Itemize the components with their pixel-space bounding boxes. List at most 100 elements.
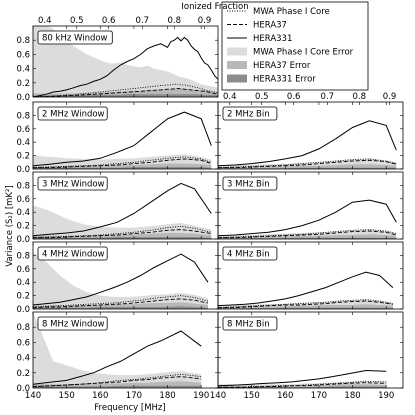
mwa-line bbox=[33, 156, 212, 169]
legend-label: HERA37 Error bbox=[253, 61, 311, 71]
top-tick-label: 0.4 bbox=[223, 92, 237, 102]
top-axis: 0.4 0.5 0.6 0.7 0.8 0.9 0.4 0.5 0.6 0.7 0.8 0.9 bbox=[38, 16, 396, 105]
y-tick-label: 0.8 bbox=[16, 111, 30, 121]
legend-label: MWA Phase I Core bbox=[253, 7, 330, 17]
panel-label-box bbox=[37, 106, 108, 121]
panel-label-box bbox=[37, 246, 108, 261]
x-tick-label: 160 bbox=[92, 391, 108, 401]
y-tick-label: 0.2 bbox=[16, 369, 30, 379]
panel-label-box bbox=[37, 176, 108, 191]
mwa-err-band bbox=[33, 26, 218, 97]
top-tick-label: 0.9 bbox=[198, 16, 212, 26]
y-tick-label: 0.4 bbox=[16, 208, 30, 218]
y-tick-label: 0.8 bbox=[16, 251, 30, 261]
h331-line bbox=[218, 199, 397, 237]
y-tick-label: 0.2 bbox=[16, 79, 30, 89]
mwa-line bbox=[33, 295, 209, 308]
h37-line bbox=[33, 88, 218, 97]
h331-line bbox=[33, 253, 209, 306]
panel-frame bbox=[217, 241, 404, 310]
x-tick-label: 150 bbox=[244, 391, 260, 401]
plot-area bbox=[218, 199, 397, 239]
top-axis-label: Ionized Fraction bbox=[181, 2, 248, 12]
x-tick-label: 190 bbox=[193, 391, 209, 401]
y-tick-label: 0.0 bbox=[16, 93, 30, 103]
panel-label: 2 MHz Bin bbox=[227, 110, 270, 120]
panel-label: 3 MHz Bin bbox=[227, 180, 270, 190]
x-tick-label: 180 bbox=[344, 391, 360, 401]
plot-area bbox=[218, 271, 394, 309]
mwa-line bbox=[33, 225, 212, 239]
mwa-line bbox=[218, 229, 397, 239]
top-tick-label: 0.8 bbox=[353, 92, 367, 102]
plot-area bbox=[33, 182, 212, 239]
panel-3-mhz-bin: 3 MHz Bin bbox=[217, 171, 404, 240]
panel-label-box bbox=[37, 316, 108, 331]
panel-label: 2 MHz Window bbox=[42, 110, 105, 120]
h37-line bbox=[218, 300, 393, 309]
panel-label: 4 MHz Window bbox=[42, 250, 105, 260]
x-tick-label: 190 bbox=[378, 391, 394, 401]
y-tick-label: 0.6 bbox=[16, 195, 30, 205]
h331-line bbox=[218, 369, 387, 387]
h331-line bbox=[33, 111, 212, 167]
mwa-line bbox=[218, 158, 397, 169]
top-tick-label: 0.7 bbox=[136, 16, 150, 26]
x-axis-label: Frequency [MHz] bbox=[94, 403, 165, 413]
x-tick-label: 170 bbox=[126, 391, 142, 401]
h37-line bbox=[33, 376, 202, 387]
panel-80-khz-window: 0.0 0.2 0.4 0.6 0.8 80 kHz Window bbox=[16, 25, 219, 103]
panel-4-mhz-window: 0.0 0.2 0.4 0.6 0.8 4 MHz Window bbox=[16, 241, 219, 315]
legend-label: MWA Phase I Core Error bbox=[253, 48, 354, 58]
y-tick-label: 0.0 bbox=[16, 305, 30, 315]
plot-area bbox=[218, 120, 397, 169]
top-tick-label: 0.4 bbox=[38, 16, 52, 26]
y-tick-label: 0.2 bbox=[16, 222, 30, 232]
legend: MWA Phase I Core HERA37 HERA331 MWA Phase I… bbox=[221, 1, 369, 91]
panel-2-mhz-window: 0.0 0.2 0.4 0.6 0.8 2 MHz Window bbox=[16, 101, 219, 175]
y-tick-label: 0.2 bbox=[16, 152, 30, 162]
h331-err-band bbox=[33, 306, 208, 309]
plot-area bbox=[33, 252, 209, 309]
h37-line bbox=[33, 229, 212, 239]
h331-err-band bbox=[33, 237, 212, 239]
mwa-err-swatch bbox=[227, 47, 247, 56]
y-tick-label: 0.8 bbox=[16, 36, 30, 46]
h37-err-swatch bbox=[227, 61, 247, 69]
y-tick-label: 0.6 bbox=[16, 338, 30, 348]
y-tick-label: 0.6 bbox=[16, 50, 30, 60]
panel-label-box bbox=[222, 316, 278, 331]
y-tick-label: 0.6 bbox=[16, 265, 30, 275]
panel-label-box bbox=[222, 176, 278, 191]
top-tick-label: 0.6 bbox=[102, 16, 116, 26]
panel-8-mhz-window: 140 150 160 170 180 190 0.0 0.2 0.4 0.6 0.8 8 MHz W… bbox=[16, 311, 219, 401]
x-tick-label: 150 bbox=[59, 391, 75, 401]
x-tick-label: 180 bbox=[159, 391, 175, 401]
panel-label: 8 MHz Window bbox=[42, 320, 105, 330]
y-tick-label: 0.0 bbox=[16, 235, 30, 245]
panel-frame bbox=[217, 171, 404, 240]
h331-err-swatch bbox=[227, 74, 247, 83]
y-tick-label: 0.4 bbox=[16, 138, 30, 148]
y-tick-label: 0.4 bbox=[16, 278, 30, 288]
y-axis-label: Variance (S₂) [mK²] bbox=[5, 185, 15, 266]
top-tick-label: 0.5 bbox=[70, 16, 84, 26]
top-tick-label: 0.7 bbox=[321, 92, 335, 102]
h331-line bbox=[218, 120, 397, 167]
legend-label: HERA331 Error bbox=[253, 75, 316, 85]
y-tick-label: 0.2 bbox=[16, 292, 30, 302]
mwa-line bbox=[218, 380, 387, 388]
panel-label: 4 MHz Bin bbox=[227, 250, 270, 260]
h37-line bbox=[218, 159, 397, 169]
top-tick-label: 0.8 bbox=[168, 16, 182, 26]
y-tick-label: 0.4 bbox=[16, 354, 30, 364]
panel-label: 80 kHz Window bbox=[42, 34, 108, 44]
plot-area bbox=[33, 26, 218, 97]
h331-line bbox=[33, 330, 202, 385]
mwa-line bbox=[218, 299, 393, 309]
panel-frame bbox=[32, 25, 219, 98]
panel-label: 3 MHz Window bbox=[42, 180, 105, 190]
h331-err-band bbox=[33, 167, 212, 169]
h331-line bbox=[33, 182, 212, 237]
